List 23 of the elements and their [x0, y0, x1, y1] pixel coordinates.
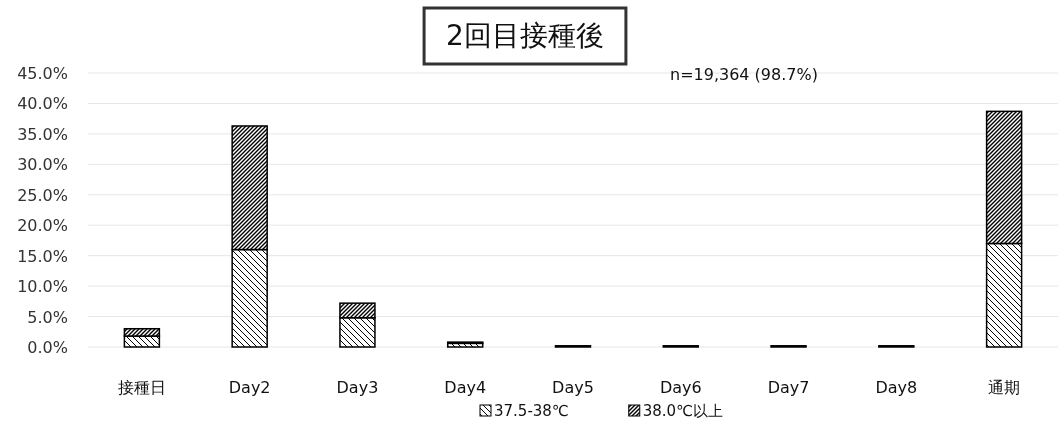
chart-subtitle: n=19,364 (98.7%) [670, 65, 818, 84]
x-tick-label: Day2 [228, 378, 271, 397]
y-tick-label: 40.0% [17, 94, 68, 114]
x-tick-label: Day4 [444, 378, 487, 397]
x-tick-label: Day6 [659, 378, 702, 397]
legend-label: 37.5-38℃ [494, 402, 569, 420]
y-tick-label: 25.0% [17, 185, 68, 205]
y-tick-label: 0.0% [27, 338, 68, 357]
x-tick-label: 通期 [988, 378, 1021, 397]
y-tick-label: 30.0% [17, 155, 68, 175]
y-tick-label: 45.0% [17, 64, 68, 83]
y-tick-label: 35.0% [17, 124, 68, 144]
y-tick-label: 20.0% [17, 216, 68, 236]
x-tick-label: Day3 [336, 378, 379, 397]
x-tick-label: Day7 [767, 378, 810, 397]
y-tick-label: 10.0% [17, 277, 68, 297]
legend-label: 38.0℃以上 [642, 402, 723, 420]
chart-title: 2回目接種後 [446, 19, 604, 52]
x-tick-label: Day5 [552, 378, 594, 397]
y-tick-label: 15.0% [17, 246, 68, 266]
x-tick-label: 接種日 [117, 378, 166, 397]
y-tick-label: 5.0% [27, 307, 68, 327]
x-tick-label: Day8 [875, 378, 918, 397]
